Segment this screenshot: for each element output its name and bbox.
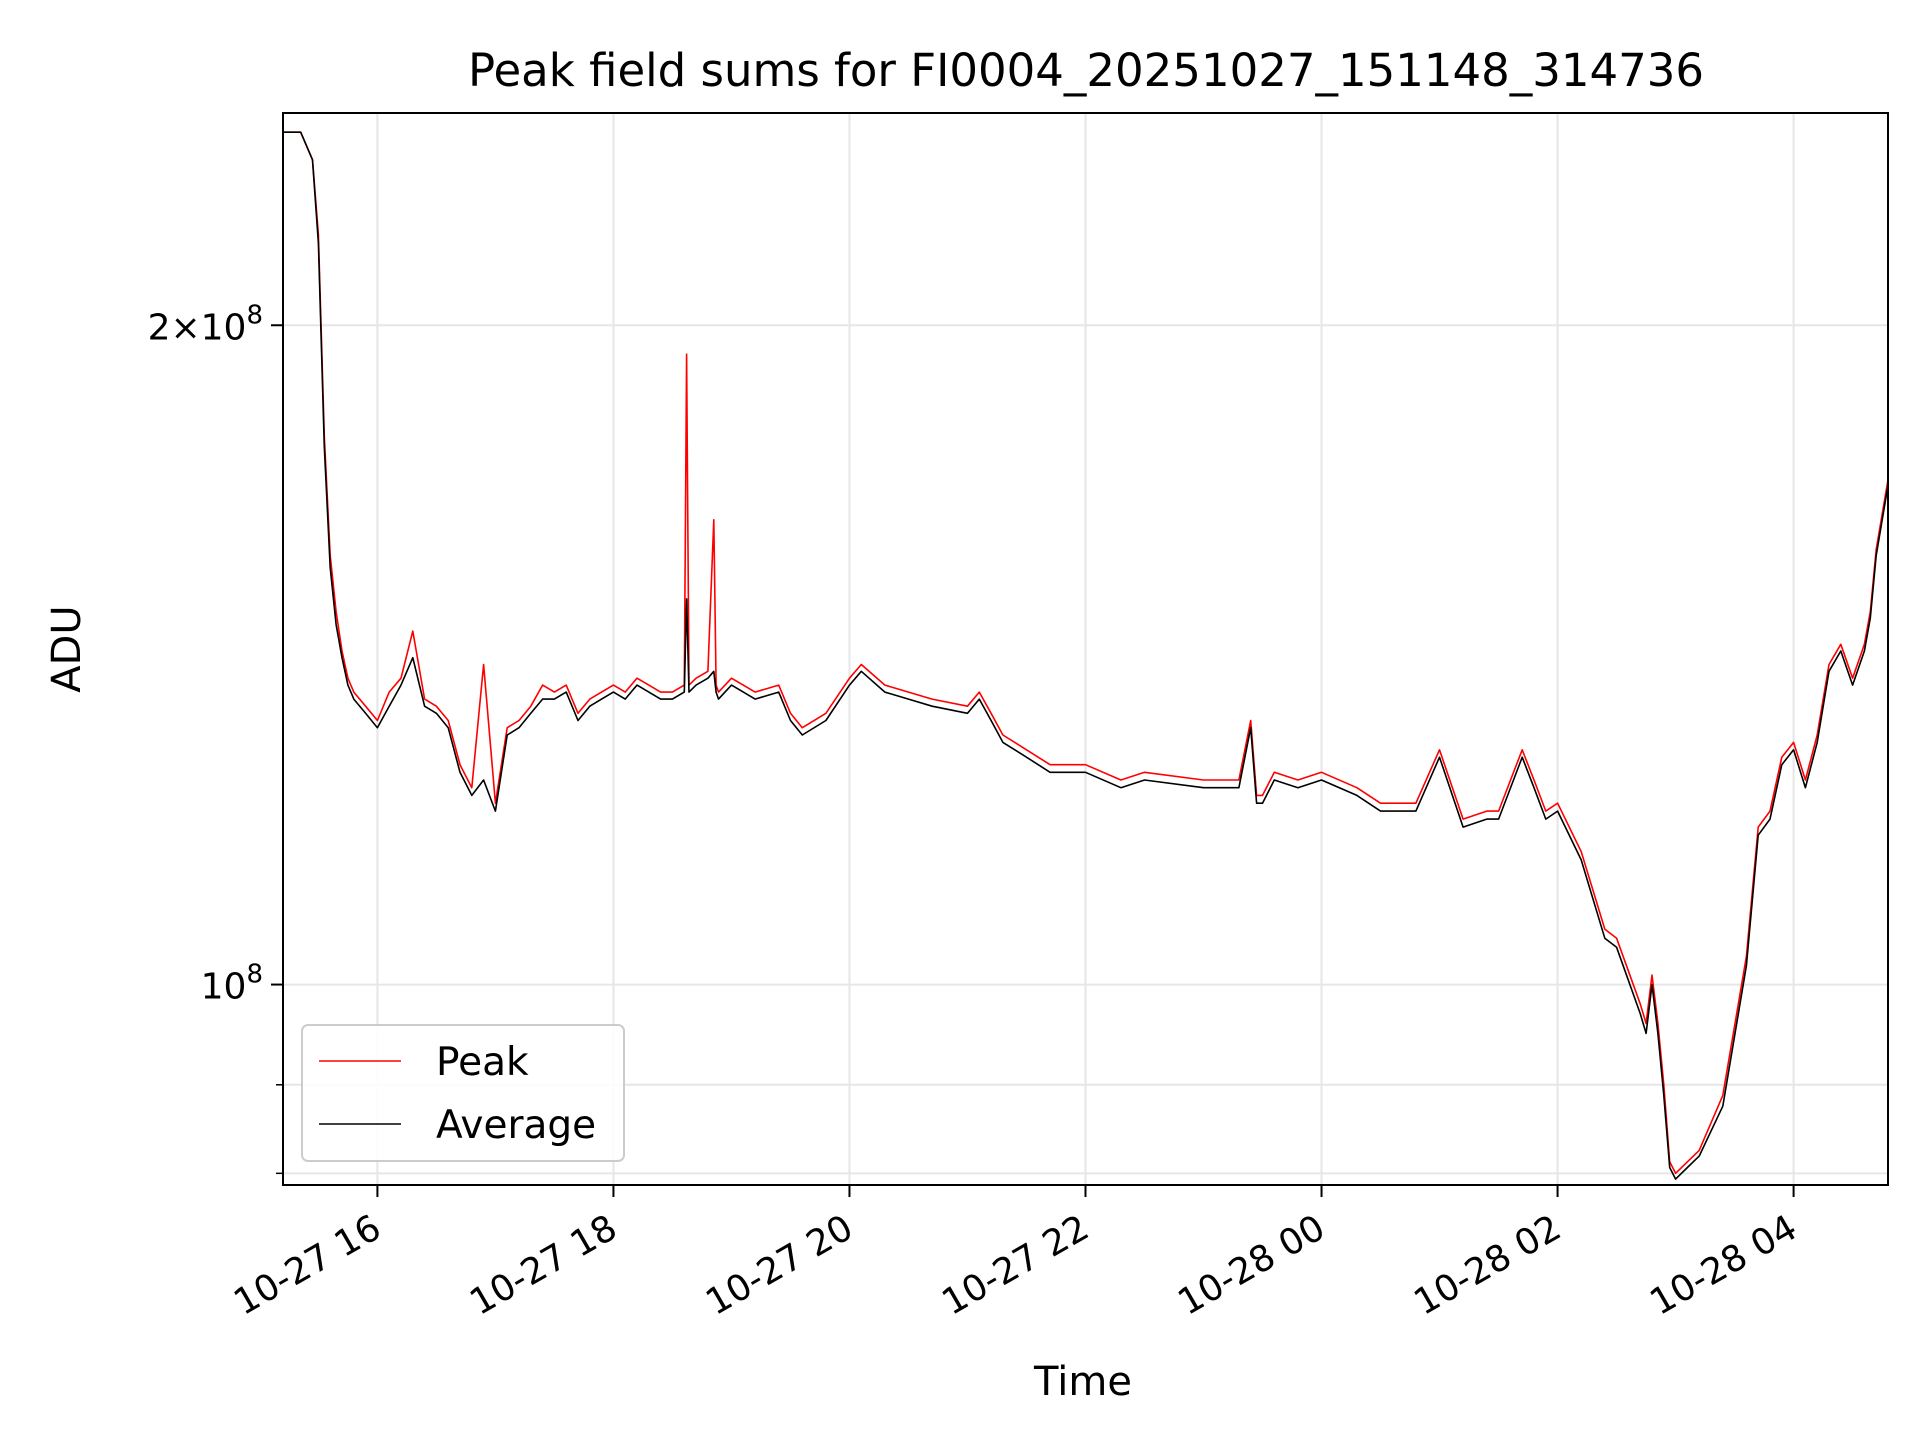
legend-label-peak: Peak <box>436 1040 529 1085</box>
series-lines <box>283 131 1889 1180</box>
legend-box <box>301 1024 625 1162</box>
legend: Peak Average <box>301 1024 625 1162</box>
y-axis-label: ADU <box>44 605 90 692</box>
x-axis-label: Time <box>1033 1359 1132 1405</box>
chart-title: Peak field sums for FI0004_20251027_1511… <box>468 44 1704 97</box>
legend-label-average: Average <box>436 1103 596 1148</box>
y-tick-label: 2×108 <box>148 300 263 348</box>
series-line-average <box>283 131 1889 1180</box>
grid-lines <box>283 113 1888 1185</box>
y-tick-label: 108 <box>201 960 263 1008</box>
y-axis-ticks: 108 2×108 <box>148 300 283 1175</box>
